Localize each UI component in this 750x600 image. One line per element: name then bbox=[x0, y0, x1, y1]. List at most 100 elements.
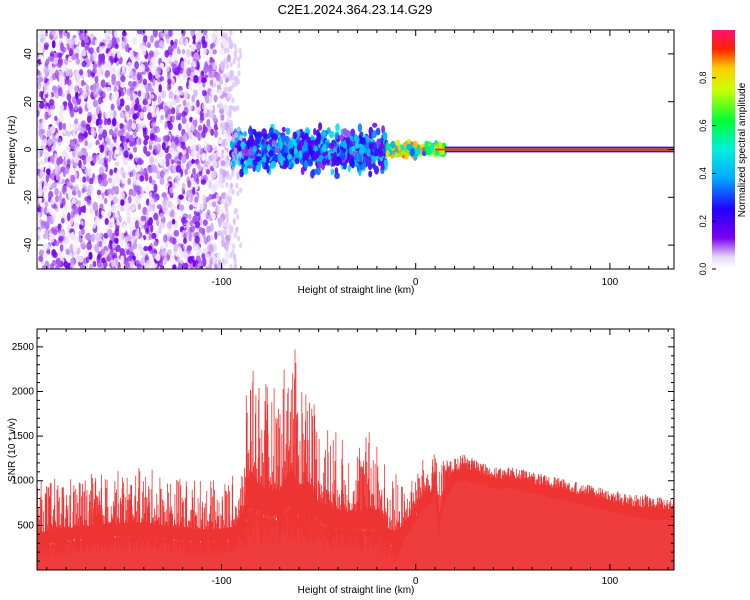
heatmap-cell bbox=[168, 54, 173, 63]
heatmap-cell bbox=[163, 256, 168, 265]
heatmap-cell bbox=[215, 193, 220, 202]
heatmap-cell bbox=[44, 111, 49, 120]
heatmap-cell bbox=[236, 214, 240, 220]
heatmap-cell bbox=[159, 212, 165, 220]
heatmap-cell bbox=[209, 256, 214, 266]
heatmap-cell bbox=[294, 157, 300, 164]
heatmap-cell bbox=[47, 80, 52, 88]
heatmap-cell bbox=[47, 182, 52, 189]
heatmap-cell bbox=[125, 132, 130, 139]
heatmap-cell bbox=[125, 113, 130, 122]
heatmap-cell bbox=[90, 127, 95, 136]
y-tick-label: 0 bbox=[23, 146, 34, 152]
heatmap-cell bbox=[42, 252, 48, 260]
heatmap-cell bbox=[373, 150, 378, 157]
heatmap-cell bbox=[99, 203, 104, 210]
heatmap-cell bbox=[196, 99, 200, 108]
heatmap-cell bbox=[210, 43, 214, 50]
heatmap-cell bbox=[75, 30, 81, 35]
heatmap-cell bbox=[60, 166, 65, 173]
heatmap-cell bbox=[371, 130, 377, 139]
y-tick-label: -40 bbox=[23, 237, 34, 252]
heatmap-cell bbox=[261, 156, 267, 162]
heatmap-cell bbox=[130, 93, 134, 102]
heatmap-cell bbox=[121, 41, 126, 50]
heatmap-cell bbox=[123, 160, 128, 166]
heatmap-cell bbox=[37, 181, 41, 187]
heatmap-cell bbox=[229, 182, 234, 189]
heatmap-cell bbox=[153, 65, 158, 73]
heatmap-cell bbox=[142, 121, 147, 129]
heatmap-cell bbox=[284, 145, 288, 154]
heatmap-cell bbox=[229, 252, 233, 259]
heatmap-cell bbox=[59, 110, 63, 118]
heatmap-cell bbox=[188, 138, 194, 147]
heatmap-cell bbox=[193, 89, 198, 98]
heatmap-cell bbox=[57, 63, 62, 69]
heatmap-cell bbox=[194, 204, 201, 213]
heatmap-cell bbox=[116, 214, 122, 224]
heatmap-cell bbox=[56, 258, 61, 267]
heatmap-cell bbox=[54, 187, 59, 196]
heatmap-cell bbox=[92, 155, 97, 164]
heatmap-cell bbox=[179, 257, 184, 264]
heatmap-cell bbox=[81, 154, 86, 161]
heatmap-cell bbox=[55, 173, 60, 181]
heatmap-cell bbox=[142, 127, 148, 136]
x-tick-label: 100 bbox=[602, 277, 619, 288]
heatmap-cell bbox=[93, 177, 99, 186]
heatmap-cell bbox=[148, 217, 154, 226]
heatmap-cell bbox=[244, 161, 248, 169]
heatmap-cell bbox=[82, 176, 87, 183]
heatmap-cell bbox=[37, 161, 40, 168]
heatmap-cell bbox=[243, 166, 249, 175]
heatmap-cell bbox=[113, 57, 118, 64]
heatmap-cell bbox=[234, 81, 238, 87]
heatmap-cell bbox=[225, 245, 230, 252]
heatmap-cell bbox=[125, 202, 130, 209]
heatmap-cell bbox=[137, 90, 142, 97]
colorbar-tick-label: 0.2 bbox=[698, 215, 708, 228]
heatmap-cell bbox=[124, 260, 130, 269]
heatmap-cell bbox=[173, 50, 177, 58]
heatmap-cell bbox=[211, 152, 217, 161]
heatmap-cell bbox=[67, 212, 71, 222]
heatmap-cell bbox=[169, 186, 175, 194]
heatmap-cell bbox=[290, 162, 294, 169]
heatmap-cell bbox=[281, 147, 285, 155]
heatmap-cell bbox=[63, 30, 69, 37]
heatmap-cell bbox=[112, 67, 116, 75]
heatmap-cell bbox=[112, 195, 118, 205]
heatmap-cell bbox=[128, 68, 134, 77]
heatmap-cell bbox=[100, 45, 105, 54]
heatmap-cell bbox=[136, 72, 141, 81]
heatmap-cell bbox=[78, 108, 83, 114]
heatmap-cell bbox=[46, 168, 51, 175]
heatmap-cell bbox=[44, 201, 49, 208]
heatmap-cell bbox=[203, 64, 209, 74]
heatmap-cell bbox=[191, 144, 197, 150]
heatmap-cell bbox=[186, 162, 190, 170]
heatmap-cell bbox=[39, 169, 45, 178]
heatmap-cell bbox=[326, 141, 330, 149]
heatmap-cell bbox=[172, 264, 177, 269]
heatmap-cell bbox=[69, 263, 75, 269]
heatmap-cell bbox=[100, 248, 106, 255]
heatmap-cell bbox=[74, 102, 78, 111]
heatmap-cell bbox=[193, 52, 200, 61]
heatmap-cell bbox=[209, 234, 214, 241]
heatmap-cell bbox=[236, 141, 241, 148]
heatmap-cell bbox=[80, 206, 85, 213]
heatmap-cell bbox=[424, 140, 429, 149]
heatmap-cell bbox=[55, 132, 59, 141]
heatmap-cell bbox=[156, 219, 160, 227]
heatmap-cell bbox=[173, 88, 180, 96]
heatmap-cell bbox=[159, 177, 165, 185]
heatmap-cell bbox=[148, 233, 153, 241]
heatmap-cell bbox=[56, 46, 60, 53]
heatmap-cell bbox=[357, 123, 363, 133]
heatmap-cell bbox=[80, 120, 87, 128]
y-tick-label: 2000 bbox=[12, 386, 35, 397]
heatmap-cell bbox=[273, 153, 278, 160]
heatmap-cell bbox=[272, 140, 276, 146]
